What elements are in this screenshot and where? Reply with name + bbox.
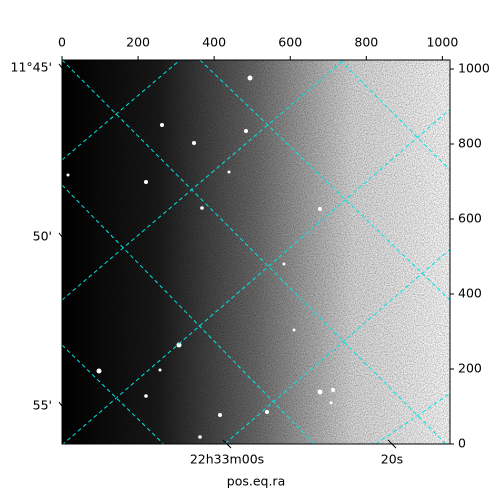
dec-tick	[58, 401, 66, 411]
coordinate-grid	[62, 60, 450, 444]
dec-tick	[58, 63, 66, 73]
ra-tick-label: 20s	[381, 452, 403, 467]
ra-tick-label: 22h33m00s	[190, 452, 264, 467]
x-tick-label: 400	[202, 35, 226, 50]
dec-tick-label: 50'	[33, 228, 52, 243]
image	[62, 60, 450, 444]
y-tick-label: 200	[458, 361, 482, 376]
y-tick-label: 1000	[458, 61, 490, 76]
x-axis-label: pos.eq.ra	[227, 474, 285, 489]
x-tick-label: 200	[126, 35, 150, 50]
y-tick-label: 800	[458, 136, 482, 151]
y-tick-label: 400	[458, 286, 482, 301]
x-tick-label: 1000	[426, 35, 458, 50]
x-tick-label: 800	[354, 35, 378, 50]
ra-tick	[387, 439, 397, 449]
x-tick-label: 600	[278, 35, 302, 50]
dec-tick-label: 11°45'	[11, 59, 53, 74]
x-tick-label: 0	[58, 35, 66, 50]
dec-tick-label: 55'	[33, 398, 52, 413]
frame	[61, 59, 451, 445]
dec-tick	[58, 232, 66, 242]
ra-tick	[222, 439, 232, 449]
y-tick-label: 600	[458, 211, 482, 226]
y-tick-label: 0	[458, 436, 466, 451]
